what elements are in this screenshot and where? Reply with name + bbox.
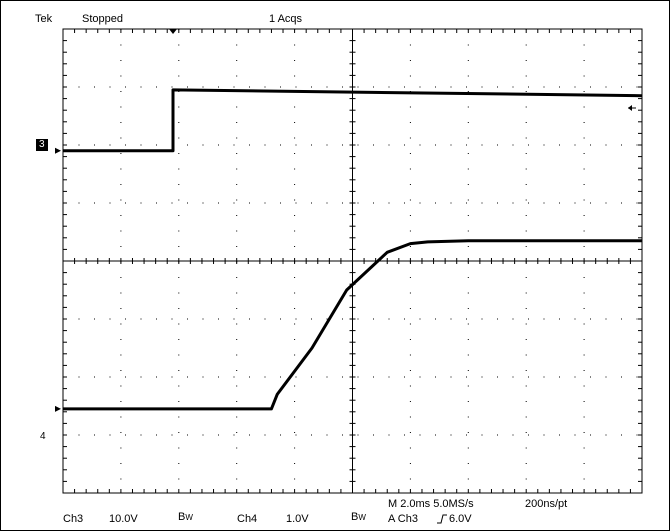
trigger-level-arrow-head (628, 105, 632, 111)
bw-b: B (351, 511, 359, 523)
ch4-label: Ch4 (237, 513, 258, 525)
ch3-label: Ch3 (63, 513, 84, 525)
ch4-ground-marker: 4 (40, 431, 46, 442)
trigger-source: A Ch3 (388, 513, 418, 525)
rising-edge-icon (437, 513, 447, 525)
rising-edge-glyph (437, 514, 447, 524)
timebase-readout: M 2.0ms 5.0MS/s (388, 498, 474, 510)
bandwidth-limit-indicator-1: BW (178, 511, 193, 524)
run-state-label: Stopped (82, 13, 123, 25)
ch4-trace (63, 239, 642, 411)
bw-w: W (358, 513, 366, 522)
ch3-ground-arrow (55, 147, 61, 154)
ch3-ground-marker: 3 (36, 139, 48, 151)
ch3-scale: 10.0V (109, 513, 138, 525)
trigger-level: 6.0V (449, 513, 472, 525)
ch4-scale: 1.0V (286, 513, 309, 525)
bw-b: B (178, 511, 186, 523)
bandwidth-limit-indicator-2: BW (351, 511, 366, 524)
acquisition-count: 1 Acqs (269, 13, 303, 25)
ch3-trace (63, 88, 643, 153)
trigger-position-marker (169, 29, 178, 34)
ch4-ground-arrow (55, 405, 61, 412)
resolution-readout: 200ns/pt (525, 498, 568, 510)
bw-w: W (185, 513, 193, 522)
brand-label: Tek (35, 13, 53, 25)
